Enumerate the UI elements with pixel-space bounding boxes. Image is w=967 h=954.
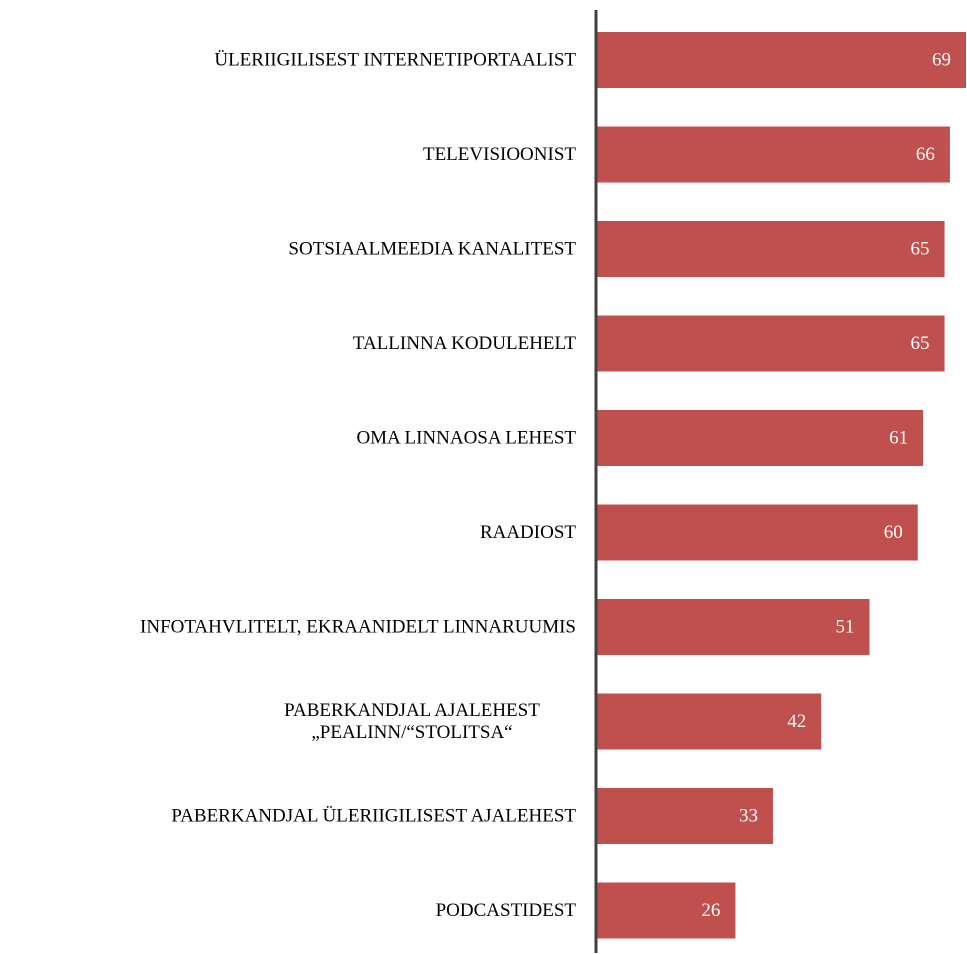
category-label: INFOTAHVLITELT, EKRAANIDELT LINNARUUMIS (140, 617, 576, 638)
bar (596, 221, 945, 277)
bar (596, 32, 966, 88)
category-label: „PEALINN/“STOLITSA“ (311, 722, 512, 743)
category-label: PABERKANDJAL ÜLERIIGILISEST AJALEHEST (171, 806, 576, 827)
bar (596, 126, 950, 183)
bar (596, 788, 773, 844)
value-label: 69 (932, 50, 951, 71)
category-label: PABERKANDJAL AJALEHEST (284, 700, 540, 721)
value-label: 65 (911, 333, 930, 354)
category-label: TELEVISIOONIST (423, 144, 576, 165)
value-label: 26 (701, 900, 720, 921)
value-label: 51 (835, 617, 854, 638)
value-label: 33 (739, 806, 758, 827)
bars-group (596, 32, 966, 939)
category-label: SOTSIAALMEEDIA KANALITEST (288, 239, 576, 260)
category-label: RAADIOST (480, 522, 576, 543)
bar (596, 882, 736, 939)
bar (596, 410, 924, 466)
value-label: 66 (916, 144, 935, 165)
bar (596, 693, 822, 750)
category-label: ÜLERIIGILISEST INTERNETIPORTAALIST (214, 50, 576, 71)
bar (596, 504, 918, 561)
value-label: 61 (889, 428, 908, 449)
value-label: 42 (787, 711, 806, 732)
category-label: OMA LINNAOSA LEHEST (356, 428, 576, 449)
value-label: 65 (911, 239, 930, 260)
value-label: 60 (884, 522, 903, 543)
bar (596, 315, 945, 372)
category-labels-group: ÜLERIIGILISEST INTERNETIPORTAALIST TELEVI… (140, 50, 576, 922)
category-label: TALLINNA KODULEHELT (353, 333, 576, 354)
value-labels-group: 69 66 65 65 61 60 51 42 33 26 (701, 50, 951, 922)
bar (596, 599, 870, 655)
category-label: PODCASTIDEST (436, 900, 577, 921)
